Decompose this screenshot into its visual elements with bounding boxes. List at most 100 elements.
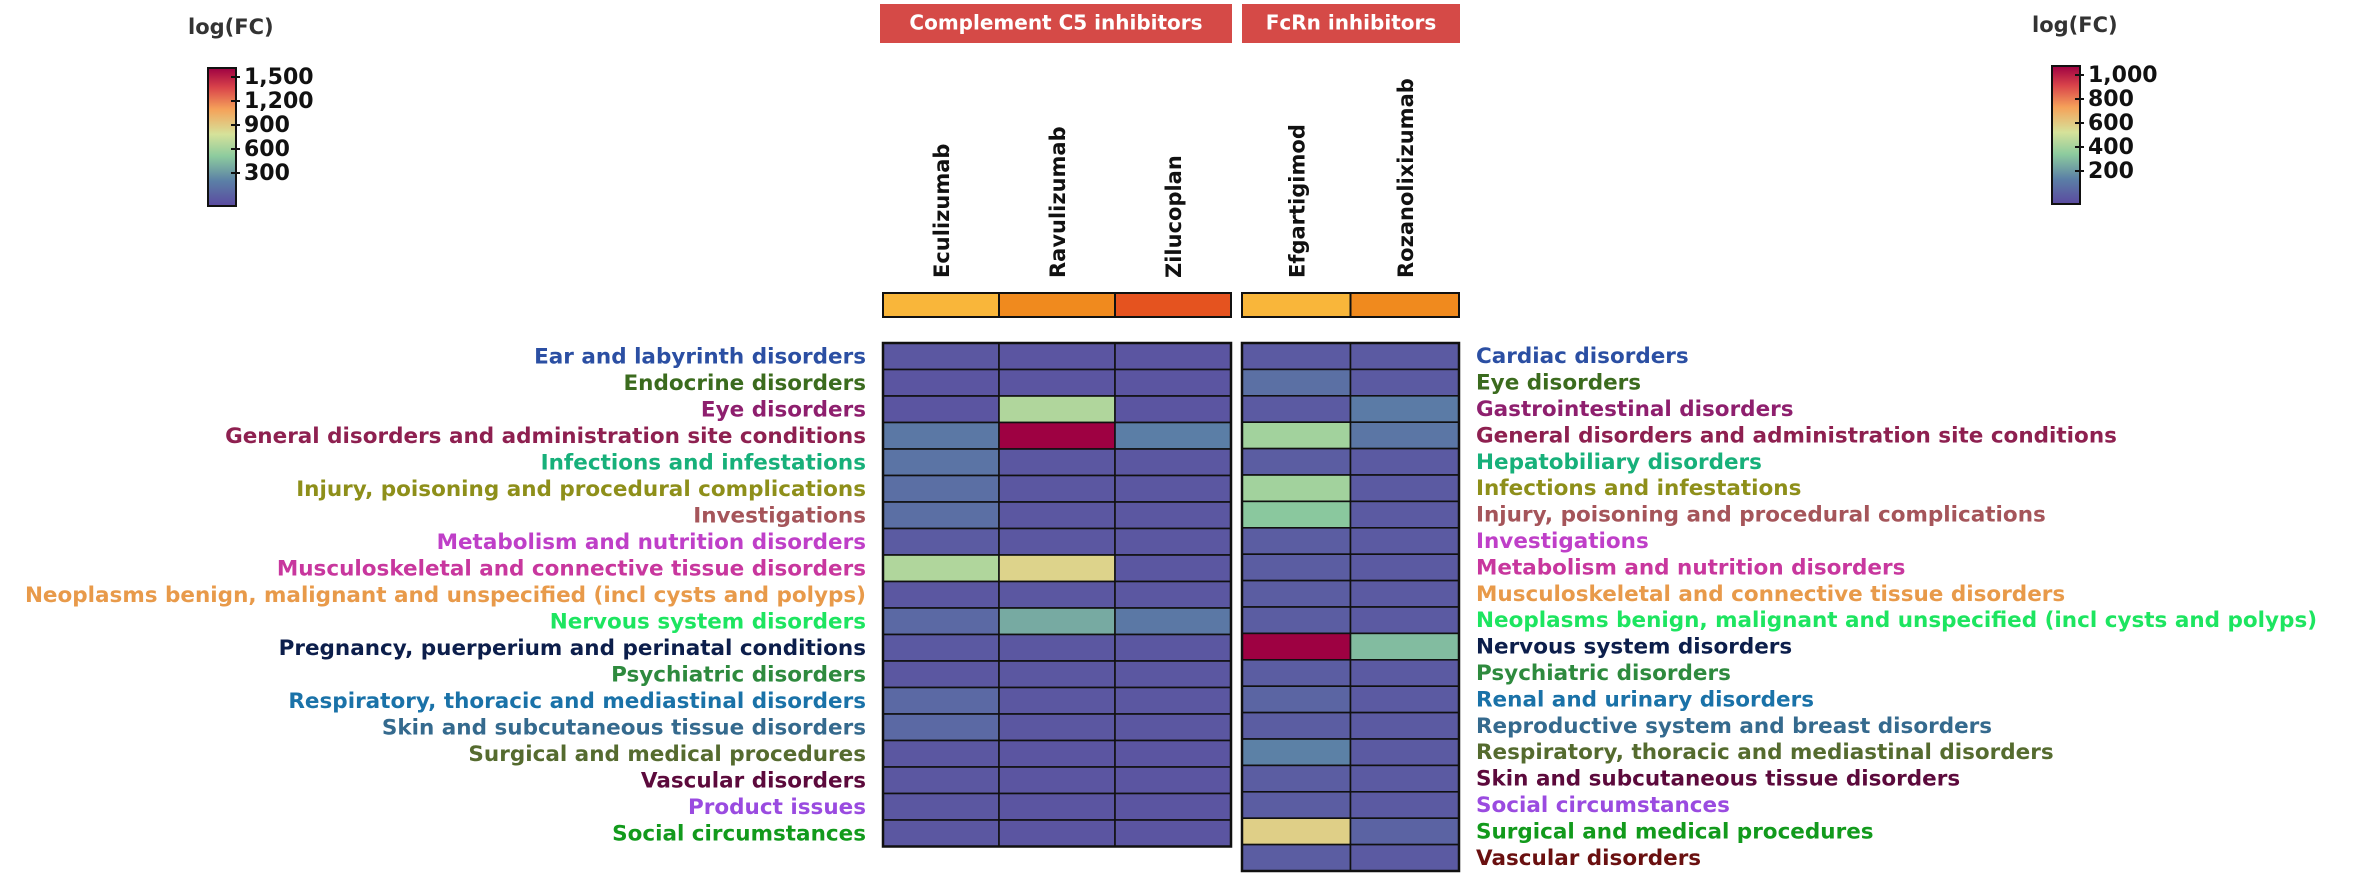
row-label-c5: Nervous system disorders (550, 609, 866, 634)
heatmap-cell-c5 (1114, 792, 1232, 821)
row-label-fcrn: Injury, poisoning and procedural complic… (1476, 503, 2046, 528)
heatmap-cell-fcrn (1349, 738, 1460, 767)
heatmap-cell-c5 (998, 713, 1116, 742)
heatmap-cell-c5 (1114, 474, 1232, 503)
legend-tick-label-c5: 1,500 (244, 65, 314, 90)
legend-tick-label-fcrn: 200 (2088, 159, 2134, 184)
heatmap-cell-c5 (998, 633, 1116, 662)
group-header-label-c5: Complement C5 inhibitors (909, 11, 1202, 35)
heatmap-cell-c5 (998, 792, 1116, 821)
heatmap-cell-fcrn (1241, 843, 1352, 872)
legend-tick-label-c5: 300 (244, 161, 290, 186)
row-label-c5: Infections and infestations (541, 450, 866, 475)
legend-tick-label-fcrn: 400 (2088, 135, 2134, 160)
heatmap-cell-c5 (882, 368, 1000, 397)
heatmap-border-c5 (881, 341, 1233, 848)
row-label-fcrn: Neoplasms benign, malignant and unspecif… (1476, 608, 2317, 633)
column-label-fcrn: Rozanolixizumab (1394, 78, 1418, 278)
row-label-fcrn: Vascular disorders (1476, 846, 1701, 871)
heatmap-cell-c5 (882, 395, 1000, 424)
heatmap-cell-c5 (1114, 819, 1232, 848)
heatmap-cell-c5 (998, 739, 1116, 768)
row-label-c5: Product issues (688, 795, 866, 820)
heatmap-cell-c5 (998, 395, 1116, 424)
heatmap-cell-fcrn (1349, 764, 1460, 793)
heatmap-cell-fcrn (1241, 764, 1352, 793)
column-color-bar-c5 (1114, 292, 1232, 318)
group-header-fcrn (1242, 4, 1460, 43)
heatmap-cell-c5 (1114, 633, 1232, 662)
row-label-c5: Surgical and medical procedures (468, 742, 866, 767)
row-label-c5: Ear and labyrinth disorders (534, 344, 866, 369)
group-header-label-fcrn: FcRn inhibitors (1266, 11, 1437, 35)
heatmap-cell-c5 (998, 580, 1116, 609)
heatmap-cell-fcrn (1349, 606, 1460, 635)
column-label-c5: Ravulizumab (1046, 126, 1070, 278)
heatmap-cell-fcrn (1241, 790, 1352, 819)
row-label-c5: Skin and subcutaneous tissue disorders (382, 715, 866, 740)
heatmap-cell-c5 (998, 819, 1116, 848)
heatmap-cell-fcrn (1349, 447, 1460, 476)
heatmap-cell-fcrn (1241, 447, 1352, 476)
heatmap-cell-c5 (1114, 739, 1232, 768)
heatmap-cell-c5 (1114, 448, 1232, 477)
heatmap-cell-fcrn (1349, 368, 1460, 397)
heatmap-cell-c5 (882, 448, 1000, 477)
heatmap-cell-fcrn (1349, 843, 1460, 872)
heatmap-cell-fcrn (1241, 500, 1352, 529)
heatmap-cell-c5 (1114, 342, 1232, 371)
heatmap-cell-c5 (1114, 580, 1232, 609)
heatmap-cell-c5 (1114, 527, 1232, 556)
heatmap-cell-c5 (882, 792, 1000, 821)
heatmap-cell-c5 (882, 527, 1000, 556)
heatmap-cell-c5 (882, 660, 1000, 689)
legend-tick-label-fcrn: 600 (2088, 111, 2134, 136)
row-label-c5: Musculoskeletal and connective tissue di… (277, 556, 866, 581)
row-label-fcrn: Respiratory, thoracic and mediastinal di… (1476, 740, 2054, 765)
heatmap-cell-c5 (998, 766, 1116, 795)
heatmap-cell-c5 (882, 739, 1000, 768)
row-label-fcrn: Surgical and medical procedures (1476, 819, 1874, 844)
heatmap-cell-fcrn (1349, 394, 1460, 423)
heatmap-cell-fcrn (1241, 368, 1352, 397)
heatmap-cell-c5 (1114, 713, 1232, 742)
heatmap-cell-fcrn (1349, 579, 1460, 608)
heatmap-cell-c5 (882, 713, 1000, 742)
group-header-c5 (880, 4, 1232, 43)
row-label-fcrn: Infections and infestations (1476, 476, 1801, 501)
heatmap-cell-c5 (1114, 766, 1232, 795)
row-label-fcrn: Renal and urinary disorders (1476, 687, 1814, 712)
heatmap-cell-c5 (882, 342, 1000, 371)
heatmap-cell-c5 (882, 819, 1000, 848)
legend-colorbar-c5 (207, 67, 237, 207)
legend-tick-label-c5: 600 (244, 137, 290, 162)
heatmap-cell-fcrn (1241, 526, 1352, 555)
heatmap-cell-c5 (1114, 421, 1232, 450)
heatmap-cell-fcrn (1349, 632, 1460, 661)
heatmap-cell-c5 (882, 501, 1000, 530)
row-label-c5: Respiratory, thoracic and mediastinal di… (288, 689, 866, 714)
row-label-fcrn: Reproductive system and breast disorders (1476, 714, 1992, 739)
row-label-fcrn: Investigations (1476, 529, 1649, 554)
row-label-fcrn: Metabolism and nutrition disorders (1476, 555, 1905, 580)
heatmap-cell-c5 (998, 474, 1116, 503)
heatmap-cell-c5 (1114, 554, 1232, 583)
heatmap-cell-c5 (882, 633, 1000, 662)
row-label-fcrn: Nervous system disorders (1476, 635, 1792, 660)
heatmap-cell-fcrn (1241, 606, 1352, 635)
heatmap-cell-c5 (882, 766, 1000, 795)
row-label-c5: General disorders and administration sit… (225, 424, 866, 449)
heatmap-cell-fcrn (1241, 685, 1352, 714)
legend-tick-label-fcrn: 1,000 (2088, 63, 2158, 88)
legend-title-fcrn: log(FC) (2032, 13, 2118, 37)
heatmap-cell-c5 (1114, 660, 1232, 689)
heatmap-cell-fcrn (1241, 738, 1352, 767)
heatmap-cell-c5 (998, 660, 1116, 689)
heatmap-cell-fcrn (1241, 579, 1352, 608)
row-label-c5: Neoplasms benign, malignant and unspecif… (25, 583, 866, 608)
heatmap-border-fcrn (1240, 341, 1461, 873)
heatmap-cell-c5 (1114, 607, 1232, 636)
row-label-fcrn: General disorders and administration sit… (1476, 423, 2117, 448)
heatmap-cell-c5 (882, 554, 1000, 583)
